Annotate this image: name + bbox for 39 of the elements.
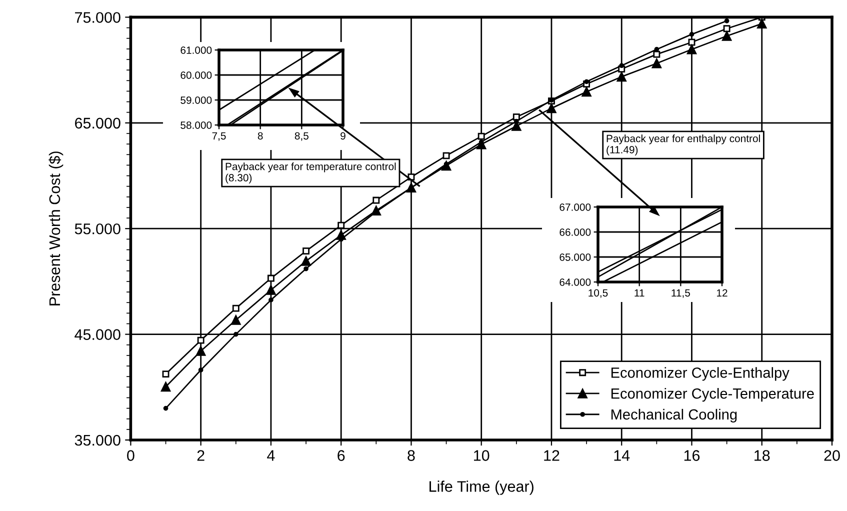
y-tick-label: 61.000 <box>180 46 212 54</box>
x-tick-label: 11,5 <box>672 289 690 298</box>
x-tick-label: 14 <box>614 450 630 461</box>
y-tick-label: 65.000 <box>560 254 591 261</box>
y-tick-label: 55.000 <box>74 223 120 234</box>
y-tick-label: 35.000 <box>74 434 120 446</box>
y-tick-label: 65.000 <box>75 118 120 129</box>
y-tick-label: 67.000 <box>560 204 591 211</box>
legend-label: Economizer Cycle-Enthalpy <box>611 367 790 381</box>
x-tick-label: 10,5 <box>588 289 608 298</box>
x-tick-label: 7,5 <box>212 132 226 141</box>
x-tick-label: 2 <box>197 450 204 461</box>
y-tick-label: 59.000 <box>180 96 212 104</box>
x-tick-label: 8 <box>258 132 263 140</box>
x-axis-title: Life Time (year) <box>430 480 534 495</box>
y-tick-label: 60.000 <box>180 72 212 79</box>
legend-label: Economizer Cycle-Temperature <box>611 388 814 402</box>
x-tick-label: 8 <box>408 450 415 461</box>
y-tick-label: 66.000 <box>560 228 591 236</box>
y-tick-label: 58.000 <box>180 122 212 129</box>
y-tick-label: 45.000 <box>74 329 120 340</box>
x-tick-label: 8,5 <box>294 132 308 141</box>
legend-label: Mechanical Cooling <box>611 408 737 422</box>
annotation: Payback year for temperature control (8.30) <box>226 162 396 184</box>
x-tick-label: 10 <box>474 450 490 461</box>
y-tick-label: 75.000 <box>75 12 120 23</box>
y-tick-label: 64.000 <box>560 278 591 286</box>
x-tick-label: 11 <box>634 289 644 296</box>
annotation: Payback year for enthalpy control (11.49) <box>606 134 760 156</box>
x-tick-label: 12 <box>717 289 728 296</box>
x-tick-label: 6 <box>338 450 345 461</box>
x-tick-label: 20 <box>824 450 840 461</box>
x-tick-label: 12 <box>544 450 560 461</box>
x-tick-label: 16 <box>684 450 700 461</box>
x-tick-label: 18 <box>754 450 770 461</box>
x-tick-label: 9 <box>340 132 346 140</box>
x-tick-label: 0 <box>127 450 134 461</box>
x-tick-label: 4 <box>267 450 275 461</box>
y-axis-title: Present Worth Cost ($) <box>48 152 64 306</box>
